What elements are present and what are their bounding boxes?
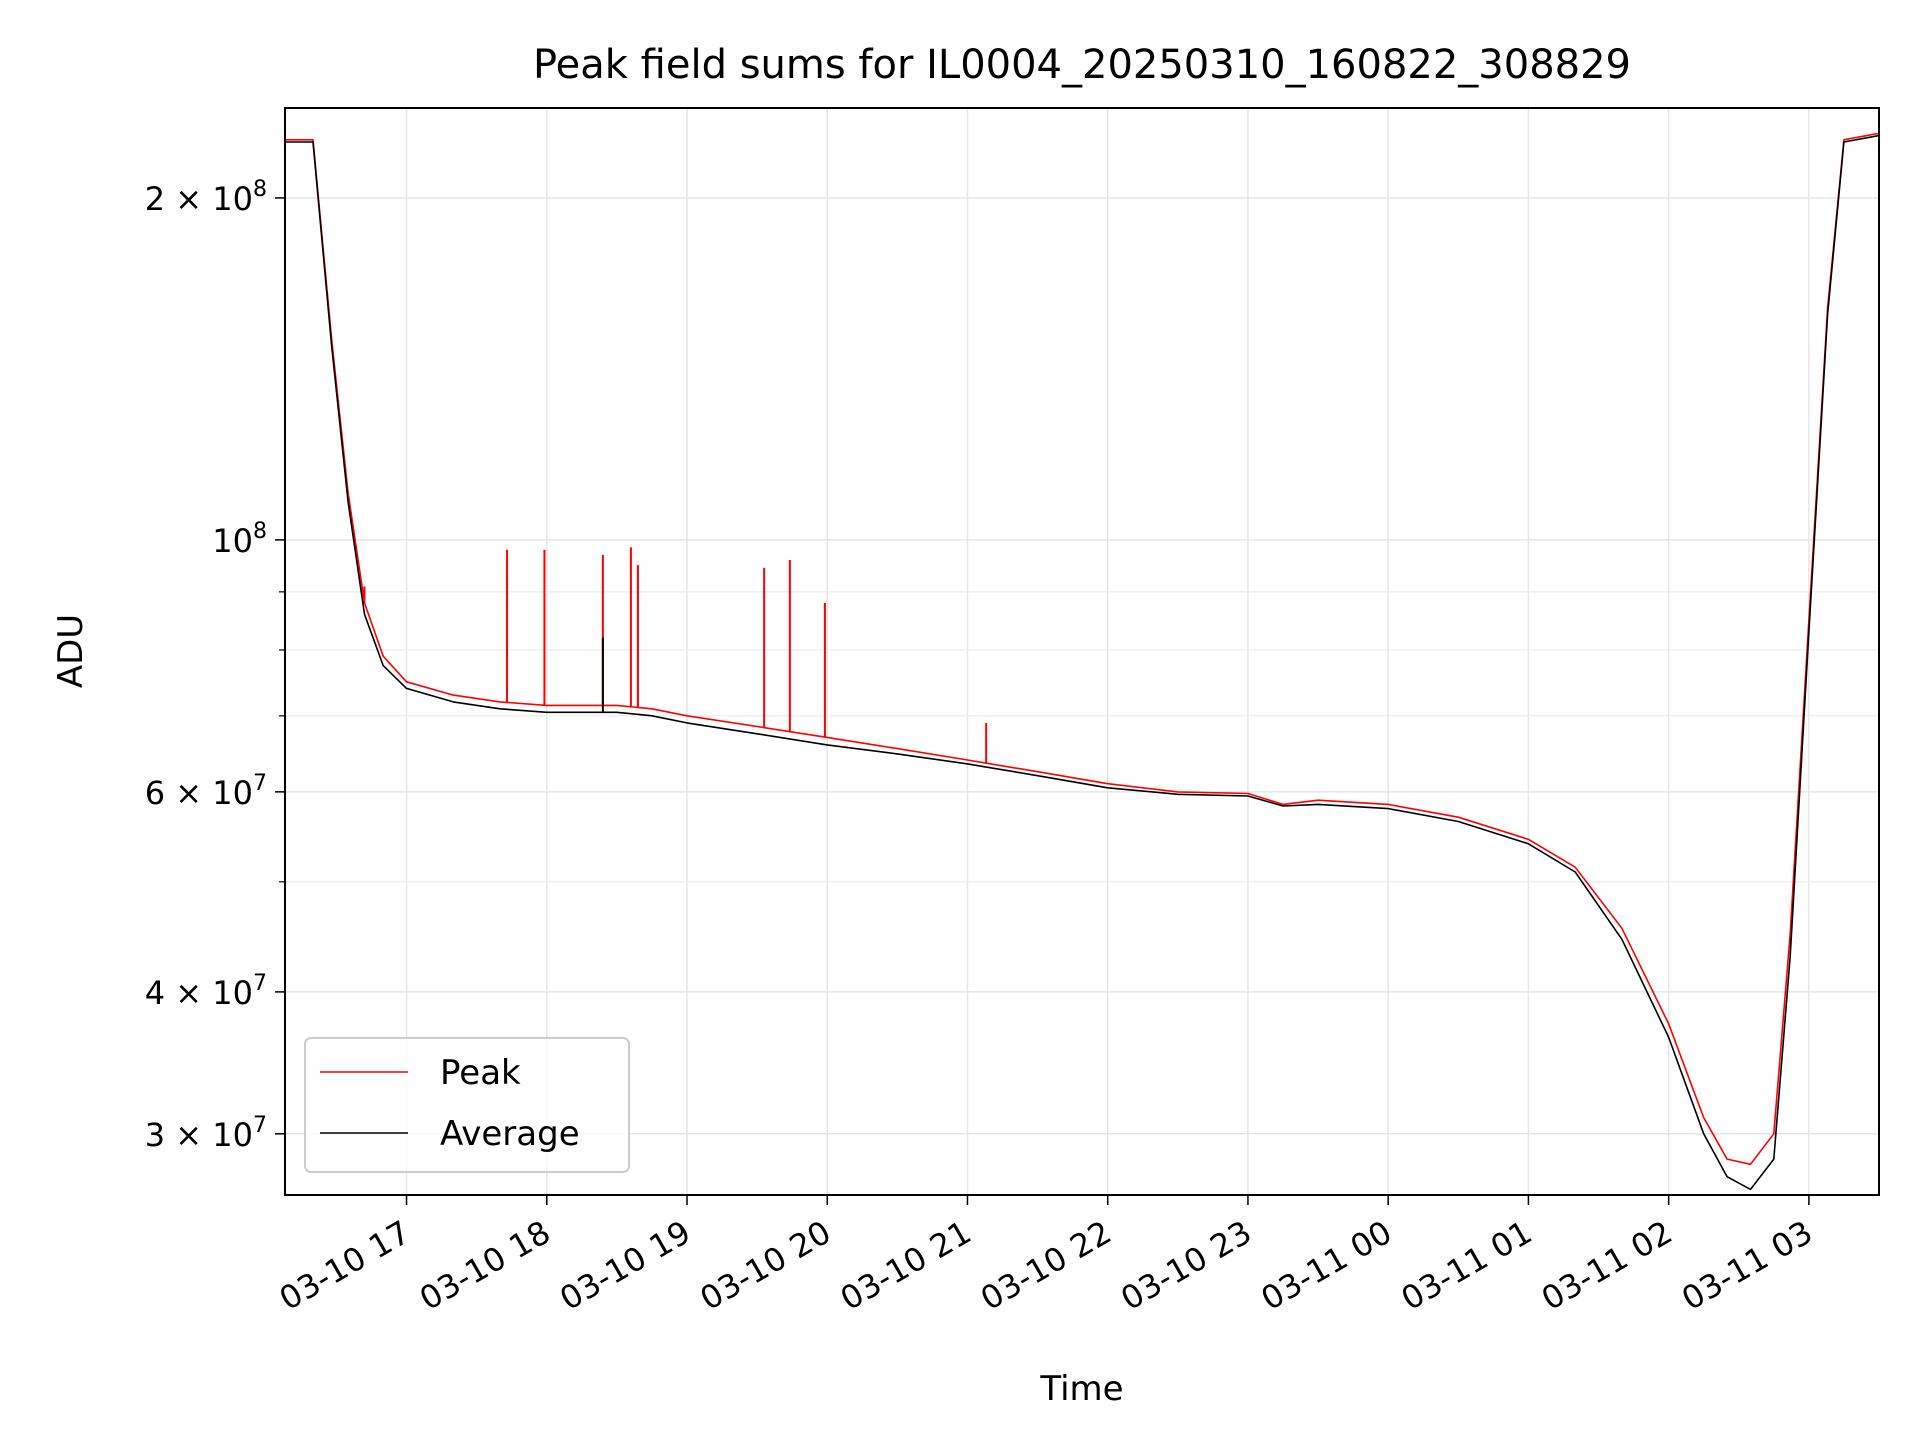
y-tick-label: 6 × 107 <box>145 771 267 812</box>
plot-frame <box>284 107 1880 1196</box>
series-average-line <box>285 134 1879 1191</box>
y-tick-label: 108 <box>212 519 267 560</box>
series-group <box>285 132 1879 1191</box>
y-tick-label: 4 × 107 <box>145 971 267 1012</box>
legend: Peak Average <box>304 1037 630 1173</box>
legend-peak-label: Peak <box>440 1053 521 1093</box>
y-axis-label: ADU <box>51 614 91 688</box>
series-peak-line <box>285 132 1879 1166</box>
chart-title: Peak field sums for IL0004_20250310_1608… <box>533 42 1631 88</box>
legend-average-label: Average <box>440 1114 580 1154</box>
y-tick-label: 3 × 107 <box>145 1113 267 1154</box>
y-tick-label: 2 × 108 <box>145 177 267 218</box>
grid <box>285 108 1879 1195</box>
x-axis-label: Time <box>1039 1369 1123 1409</box>
